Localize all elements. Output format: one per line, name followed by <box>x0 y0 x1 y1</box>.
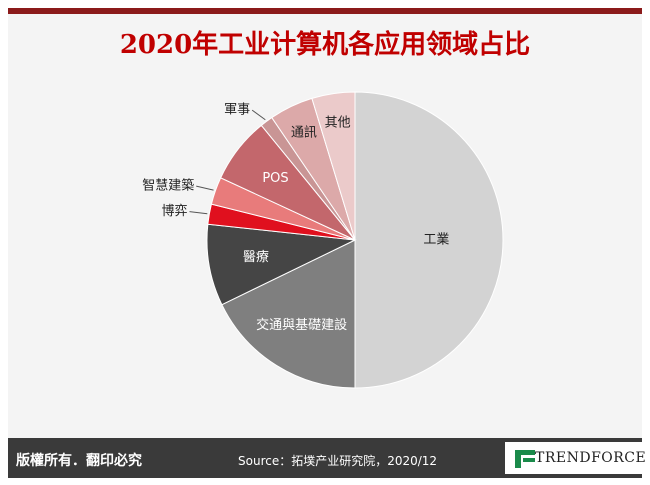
slice-label: POS <box>262 171 288 186</box>
slice-label: 軍事 <box>224 103 250 118</box>
pie-slice <box>206 223 357 306</box>
slice-label: 智慧建築 <box>142 178 194 194</box>
slice-label: 其他 <box>325 115 351 130</box>
slice-label: 醫療 <box>243 250 269 265</box>
slice-label: 博弈 <box>161 203 187 219</box>
leader-line <box>251 109 266 121</box>
copyright: 版權所有．翻印必究 <box>16 453 142 469</box>
logo-icon <box>515 450 535 468</box>
logo-box <box>505 442 642 474</box>
pie-slice <box>354 91 504 389</box>
logo-text: TRENDFORCE <box>535 450 647 466</box>
pie-slice <box>311 91 356 241</box>
leader-line <box>189 211 208 215</box>
pie-slice <box>221 239 356 389</box>
top-bar <box>8 8 642 14</box>
slice-label: 交通與基礎建設 <box>256 317 347 333</box>
slice-label: 工業 <box>423 232 449 248</box>
slice-label: 通訊 <box>291 126 317 141</box>
leader-line <box>196 185 214 191</box>
chart-title: 2020年工业计算机各应用领域占比 <box>119 30 531 60</box>
source-note: Source：拓墣产业研究院，2020/12 <box>238 454 438 468</box>
